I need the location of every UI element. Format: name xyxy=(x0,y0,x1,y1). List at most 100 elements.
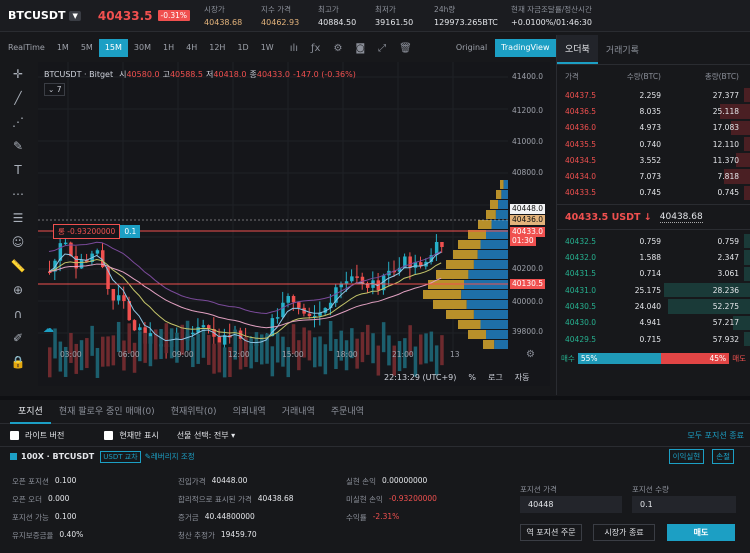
volume-bar xyxy=(323,344,328,375)
field-label: 유지보증금율 xyxy=(12,531,54,540)
depth-bar xyxy=(744,136,750,152)
interval-12h[interactable]: 12H xyxy=(209,43,226,52)
orderbook-row[interactable]: 40430.0 4.941 57.217 xyxy=(557,315,750,331)
market-close-button[interactable]: 시장가 종료 xyxy=(593,524,655,541)
position-tab[interactable]: 현재위탁(0) xyxy=(170,406,217,417)
gear-icon[interactable]: ⚙ xyxy=(526,349,535,360)
symbol-selector[interactable]: BTCUSDT ▼ xyxy=(8,9,81,22)
orderbook-tab[interactable]: 거래기록 xyxy=(605,46,639,56)
price-chart[interactable]: BTCUSDT · Bitget 시 40580.0 고 40588.5 저 4041… xyxy=(38,62,550,386)
auto-toggle[interactable]: 자동 xyxy=(514,373,530,382)
position-tab[interactable]: 현재 팔로우 중인 매매(0) xyxy=(58,406,155,417)
orderbook-row[interactable]: 40435.5 0.740 12.110 xyxy=(557,136,750,152)
indicator-toggle[interactable]: ⌄ 7 xyxy=(44,83,66,96)
pencil-lock-icon[interactable]: ✐ xyxy=(12,331,24,345)
pattern-icon[interactable]: ⋯ xyxy=(12,187,24,201)
volume-bar xyxy=(238,339,243,370)
orderbook-row[interactable]: 40434.5 3.552 11.370 xyxy=(557,152,750,168)
position-tool-icon[interactable]: ☰ xyxy=(12,211,24,225)
trendline-icon[interactable]: ╱ xyxy=(14,91,22,105)
futures-select[interactable]: 선물 선택: 전부 ▾ xyxy=(176,430,236,440)
candle-body xyxy=(191,332,195,335)
orderbook-row[interactable]: 40433.5 0.745 0.745 xyxy=(557,185,750,201)
log-toggle[interactable]: 로그 xyxy=(487,373,503,382)
orderbook-row[interactable]: 40431.5 0.714 3.061 xyxy=(557,266,750,282)
orderbook-panel: 오더북 거래기록 가격 수량(BTC) 총량(BTC) 40437.5 2.259 2… xyxy=(556,35,750,395)
orderbook-row[interactable]: 40432.0 1.588 2.347 xyxy=(557,249,750,265)
orderbook-row[interactable]: 40436.5 8.035 25.118 xyxy=(557,103,750,119)
orderbook-tab[interactable]: 오더북 xyxy=(557,35,598,64)
take-profit-button[interactable]: 이익실현 xyxy=(668,449,705,464)
settings-icon[interactable]: ⚙ xyxy=(333,42,343,54)
interval-1d[interactable]: 1D xyxy=(237,43,249,52)
ruler-icon[interactable]: 📏 xyxy=(10,259,26,273)
position-tab[interactable]: 포지션 xyxy=(10,400,51,424)
interval-15m[interactable]: 15M xyxy=(98,39,128,57)
field-label: 수익률 xyxy=(346,513,367,522)
orderbook-row[interactable]: 40437.5 2.259 27.377 xyxy=(557,87,750,103)
stat-value: +0.0100%/01:46:30 xyxy=(511,18,592,27)
crosshair-icon[interactable]: ✛ xyxy=(12,67,24,81)
interval-realtime[interactable]: RealTime xyxy=(8,43,45,52)
row-qty: 4.973 xyxy=(639,123,661,133)
candle-body xyxy=(291,296,296,303)
volume-bar xyxy=(339,330,343,361)
position-tab[interactable]: 주문내역 xyxy=(330,406,364,417)
candle-style-icon[interactable]: ılı xyxy=(289,42,299,54)
interval-4h[interactable]: 4H xyxy=(186,43,198,52)
volume-profile-bar xyxy=(503,180,508,189)
volume-bar xyxy=(286,347,290,378)
candle-body xyxy=(207,325,211,330)
cloud-icon[interactable]: ☁ xyxy=(43,322,54,335)
fullscreen-icon[interactable]: ⤢ xyxy=(378,42,387,54)
interval-5m[interactable]: 5M xyxy=(80,43,93,52)
position-tab[interactable]: 의뢰내역 xyxy=(232,406,266,417)
volume-bar xyxy=(376,345,381,376)
original-view-button[interactable]: Original xyxy=(455,43,488,52)
current-only-checkbox[interactable] xyxy=(104,430,114,440)
interval-1m[interactable]: 1M xyxy=(56,43,69,52)
drawing-toolbar: ✛ ╱ ⋰ ✎ T ⋯ ☰ ☺ 📏 ⊕ ∩ ✐ 🔒 xyxy=(0,62,36,392)
orderbook-row[interactable]: 40429.5 0.715 57.932 xyxy=(557,331,750,347)
sell-button[interactable]: 매도 xyxy=(667,524,735,541)
percent-toggle[interactable]: % xyxy=(468,373,476,382)
chevron-down-icon[interactable]: ▼ xyxy=(69,10,81,21)
volume-profile-bar xyxy=(468,230,486,239)
time-axis[interactable]: 03:00 06:00 09:00 12:00 15:00 18:00 21:00 13 xyxy=(38,350,508,362)
tradingview-button[interactable]: TradingView xyxy=(495,39,556,57)
mid-price-row: 40433.5 USDT ↓ 40438.68 xyxy=(557,204,750,231)
orderbook-row[interactable]: 40430.5 24.040 52.275 xyxy=(557,298,750,314)
orderbook-row[interactable]: 40434.0 7.073 7.818 xyxy=(557,168,750,184)
volume-profile-bar xyxy=(498,200,508,209)
trash-icon[interactable]: 🗑 xyxy=(399,42,412,54)
orderbook-row[interactable]: 40432.5 0.759 0.759 xyxy=(557,233,750,249)
pos-price-input[interactable]: 40448 xyxy=(520,496,622,513)
timezone-clock[interactable]: 22:13:29 (UTC+9) xyxy=(384,373,457,382)
emoji-icon[interactable]: ☺ xyxy=(11,235,25,249)
reverse-order-button[interactable]: 역 포지션 주문 xyxy=(520,524,582,541)
zoom-in-icon[interactable]: ⊕ xyxy=(12,283,24,297)
volume-bar xyxy=(344,340,349,371)
legend-change: -147.0 (-0.36%) xyxy=(292,70,356,79)
indicator-icon[interactable]: ƒx xyxy=(311,42,321,54)
close-all-button[interactable]: 모두 포지션 종료 xyxy=(687,430,744,440)
orderbook-row[interactable]: 40436.0 4.973 17.083 xyxy=(557,120,750,136)
text-icon[interactable]: T xyxy=(14,163,22,177)
depth-bar xyxy=(731,120,750,135)
position-line-label[interactable]: 롱 -0.93200000 0.1 xyxy=(53,224,141,239)
adjust-leverage-button[interactable]: ✎레버리지 조정 xyxy=(145,451,195,462)
multiline-icon[interactable]: ⋰ xyxy=(12,115,24,129)
interval-1h[interactable]: 1H xyxy=(163,43,175,52)
magnet-icon[interactable]: ∩ xyxy=(13,307,23,321)
brush-icon[interactable]: ✎ xyxy=(12,139,24,153)
position-tab[interactable]: 거래내역 xyxy=(281,406,315,417)
interval-30m[interactable]: 30M xyxy=(133,43,152,52)
camera-icon[interactable]: ◙ xyxy=(355,42,366,54)
stop-loss-button[interactable]: 손절 xyxy=(712,449,734,464)
pos-qty-input[interactable]: 0.1 xyxy=(632,496,736,513)
orderbook-row[interactable]: 40431.0 25.175 28.236 xyxy=(557,282,750,298)
price-axis[interactable]: 41400.0 41200.0 41000.0 40800.0 40200.0 40000… xyxy=(508,62,550,352)
lock-icon[interactable]: 🔒 xyxy=(10,355,26,369)
interval-1w[interactable]: 1W xyxy=(260,43,274,52)
lite-checkbox[interactable] xyxy=(10,430,19,440)
